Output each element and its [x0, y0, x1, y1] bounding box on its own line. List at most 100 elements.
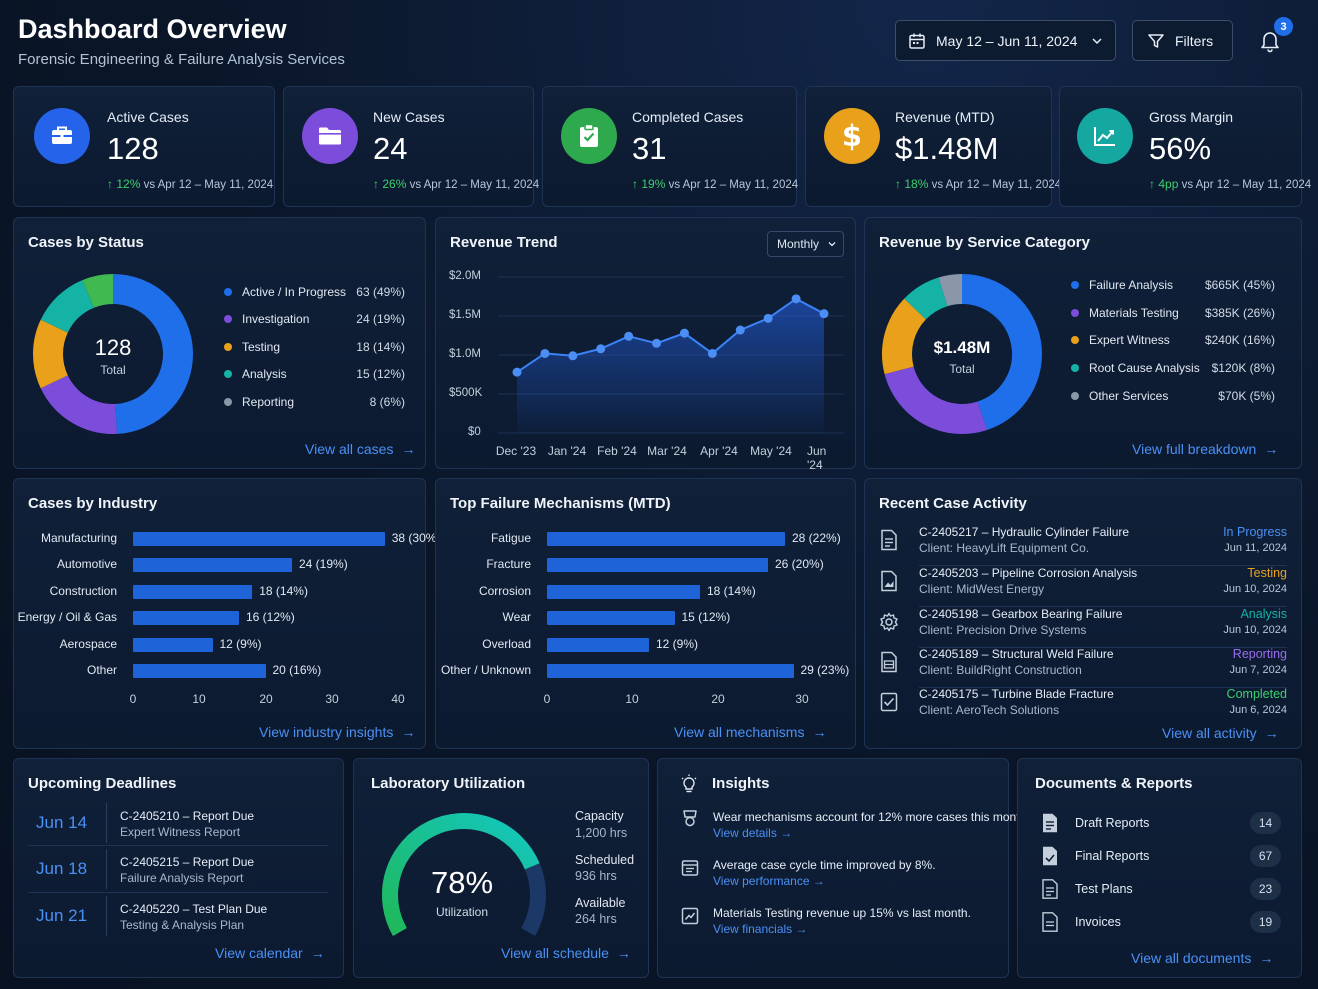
- status-badge: Completed: [1226, 687, 1287, 701]
- view-full-breakdown-link[interactable]: View full breakdown →: [1132, 441, 1279, 457]
- revenue-point[interactable]: [652, 338, 662, 348]
- activity-row[interactable]: C-2405189 – Structural Weld Failure Clie…: [879, 647, 1287, 687]
- view-all-schedule-link[interactable]: View all schedule →: [501, 945, 631, 961]
- bar-value-label: 15 (12%): [681, 610, 731, 625]
- divider: [28, 845, 328, 846]
- document-label: Draft Reports: [1075, 816, 1150, 830]
- bar-value-label: 12 (9%): [219, 636, 262, 651]
- revenue-point[interactable]: [735, 325, 745, 335]
- utilization-value: 78%: [430, 865, 494, 900]
- bar[interactable]: [133, 611, 239, 626]
- bar[interactable]: [133, 637, 213, 652]
- bar[interactable]: [547, 558, 768, 573]
- bar-label: Fracture: [486, 557, 531, 572]
- bar-value-label: 18 (14%): [259, 583, 308, 598]
- bar-value-label: 38 (30%): [391, 531, 441, 545]
- notification-badge: 3: [1274, 17, 1293, 36]
- view-details-link[interactable]: View details →: [713, 826, 793, 840]
- kpi-label: Completed Cases: [632, 109, 744, 125]
- bar[interactable]: [547, 584, 700, 599]
- divider: [106, 803, 107, 843]
- legend-item: Testing: [224, 340, 280, 354]
- bar[interactable]: [133, 664, 266, 678]
- insight-text: Wear mechanisms account for 12% more cas…: [713, 810, 1030, 824]
- bar[interactable]: [547, 611, 675, 626]
- bar[interactable]: [133, 558, 292, 573]
- document-label: Invoices: [1075, 915, 1121, 929]
- deadline-date: Jun 18: [36, 859, 88, 878]
- view-all-activity-link[interactable]: View all activity →: [1162, 725, 1279, 741]
- revenue-point[interactable]: [624, 331, 634, 341]
- revenue-point[interactable]: [540, 348, 550, 358]
- scheduled-label: Scheduled: [575, 853, 635, 867]
- donut-segment: [33, 319, 69, 389]
- y-tick-label: $500K: [449, 387, 483, 399]
- filters-button[interactable]: Filters: [1132, 20, 1233, 61]
- divider: [106, 896, 107, 936]
- activity-row[interactable]: C-2405198 – Gearbox Bearing Failure Clie…: [879, 607, 1287, 647]
- revenue-point[interactable]: [596, 344, 606, 354]
- card-title: Revenue Trend: [450, 234, 558, 251]
- kpi-label: Active Cases: [107, 109, 189, 125]
- view-industry-insights-link[interactable]: View industry insights →: [259, 724, 416, 740]
- bar[interactable]: [133, 532, 385, 546]
- divider: [28, 892, 328, 893]
- kpi-value: 56%: [1149, 131, 1212, 166]
- revenue-point[interactable]: [512, 367, 522, 377]
- divider: [919, 687, 1287, 688]
- view-calendar-link[interactable]: View calendar →: [215, 945, 325, 961]
- bell-icon[interactable]: [1259, 29, 1281, 53]
- activity-row[interactable]: C-2405203 – Pipeline Corrosion Analysis …: [879, 566, 1287, 606]
- legend-value: 15 (12%): [356, 367, 405, 381]
- bar-value-label: 18 (14%): [707, 583, 756, 598]
- bar-value-label: 12 (9%): [656, 636, 699, 651]
- view-performance-link[interactable]: View performance →: [713, 874, 825, 888]
- available-label: Available: [575, 896, 626, 910]
- kpi-change: ↑ 4pp vs Apr 12 – May 11, 2024: [1149, 177, 1312, 191]
- bar[interactable]: [547, 532, 785, 546]
- legend-value: 63 (49%): [356, 285, 405, 299]
- legend-value: $240K (16%): [1204, 333, 1275, 347]
- activity-row[interactable]: C-2405175 – Turbine Blade Fracture Clien…: [879, 687, 1287, 727]
- revenue-point[interactable]: [819, 309, 829, 319]
- bar-label: Other: [86, 663, 117, 677]
- view-financials-link[interactable]: View financials →: [713, 922, 808, 936]
- activity-title: C-2405198 – Gearbox Bearing Failure: [919, 607, 1123, 621]
- legend-item: Reporting: [224, 395, 294, 409]
- legend-item: Other Services: [1071, 389, 1168, 403]
- category-donut-chart: [882, 274, 1042, 434]
- draft-document-icon: [1043, 813, 1057, 833]
- bar-value-label: 24 (19%): [299, 557, 348, 572]
- bar[interactable]: [547, 637, 649, 652]
- revenue-point[interactable]: [568, 351, 578, 361]
- view-all-mechanisms-link[interactable]: View all mechanisms →: [674, 724, 827, 740]
- period-select[interactable]: Monthly: [767, 231, 844, 257]
- document-label: Final Reports: [1075, 849, 1150, 863]
- kpi-value: $1.48M: [895, 131, 999, 166]
- view-all-cases-link[interactable]: View all cases →: [305, 441, 416, 457]
- bar[interactable]: [547, 664, 794, 678]
- legend-value: $665K (45%): [1204, 278, 1275, 292]
- legend-item: Active / In Progress: [224, 285, 346, 299]
- revenue-point[interactable]: [679, 328, 689, 338]
- card-title: Insights: [712, 775, 770, 792]
- revenue-point[interactable]: [763, 313, 773, 323]
- date-range-picker[interactable]: May 12 – Jun 11, 2024: [895, 20, 1116, 61]
- legend-value: 24 (19%): [356, 312, 405, 326]
- donut-segment: [40, 280, 95, 334]
- page-subtitle: Forensic Engineering & Failure Analysis …: [18, 51, 345, 68]
- activity-row[interactable]: C-2405217 – Hydraulic Cylinder Failure C…: [879, 525, 1287, 565]
- final-document-icon: [1043, 846, 1057, 866]
- kpi-label: Gross Margin: [1149, 109, 1234, 125]
- x-tick-label: 10: [625, 692, 639, 706]
- report-icon: [881, 651, 897, 673]
- legend-value: $120K (8%): [1211, 361, 1275, 375]
- kpi-change: ↑ 26% vs Apr 12 – May 11, 2024: [373, 177, 540, 191]
- view-all-documents-link[interactable]: View all documents →: [1131, 950, 1274, 966]
- insights-card: Insights Wear mechanisms account for 12%…: [657, 758, 1030, 978]
- available-value: 264 hrs: [575, 912, 617, 926]
- bar[interactable]: [133, 584, 253, 599]
- revenue-point[interactable]: [791, 294, 801, 304]
- status-badge: Reporting: [1232, 647, 1287, 661]
- revenue-point[interactable]: [707, 348, 717, 358]
